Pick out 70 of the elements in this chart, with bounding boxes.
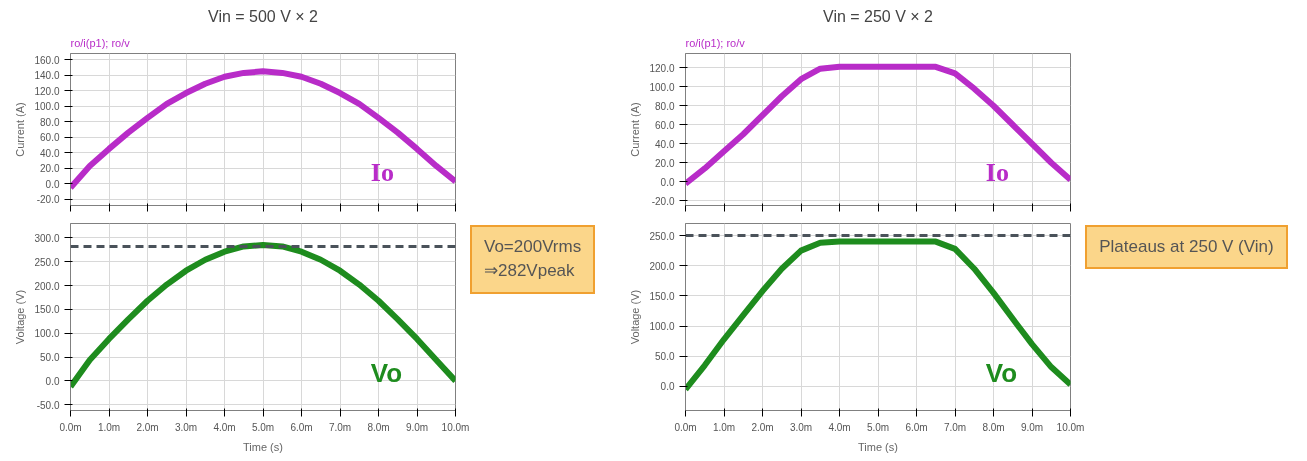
y-tick-label: 100.0: [34, 328, 60, 340]
x-tick-label: 6.0m: [905, 421, 928, 433]
series-label: Io: [985, 158, 1010, 188]
y-tick-label: 60.0: [40, 132, 60, 144]
chart-subtitle: ro/i(p1); ro/v: [685, 36, 746, 49]
x-tick-label: 2.0m: [136, 421, 159, 433]
series-label: Io: [370, 158, 394, 188]
y-tick-label: 50.0: [655, 351, 676, 363]
x-tick-label: 1.0m: [97, 421, 121, 433]
y-tick-label: 20.0: [655, 157, 676, 169]
chart-subtitle: ro/i(p1); ro/v: [70, 36, 131, 49]
chart-title: Vin = 250 V × 2: [823, 7, 934, 25]
series-label: Vo: [985, 358, 1018, 389]
x-tick-label: 1.0m: [713, 421, 736, 433]
x-tick-label: 0.0m: [674, 421, 697, 433]
y-tick-label: 20.0: [40, 163, 60, 175]
y-tick-label: 0.0: [660, 381, 676, 393]
x-tick-label: 7.0m: [944, 421, 967, 433]
x-tick-label: 8.0m: [367, 421, 390, 433]
x-tick-label: 9.0m: [1021, 421, 1044, 433]
y-tick-label: -20.0: [36, 194, 60, 206]
y-axis-title: Current (A): [14, 102, 27, 157]
text: Plateaus at 250 V (Vin): [1099, 236, 1274, 258]
x-tick-label: 6.0m: [290, 421, 313, 433]
x-tick-label: 0.0m: [59, 421, 82, 433]
x-tick-label: 4.0m: [213, 421, 236, 433]
y-tick-label: 40.0: [40, 147, 60, 159]
chart-title: Vin = 500 V × 2: [207, 7, 319, 25]
y-axis-title: Voltage (V): [14, 289, 27, 345]
y-tick-label: 200.0: [649, 260, 676, 272]
x-tick-label: 4.0m: [828, 421, 851, 433]
y-axis-title: Voltage (V): [629, 289, 642, 345]
x-tick-label: 3.0m: [174, 421, 198, 433]
y-tick-label: 100.0: [649, 81, 676, 93]
y-tick-label: 250.0: [649, 230, 676, 242]
y-tick-label: 0.0: [45, 178, 60, 190]
y-tick-label: 150.0: [649, 290, 676, 302]
y-tick-label: 300.0: [34, 232, 60, 244]
y-tick-label: 60.0: [655, 119, 676, 131]
y-tick-label: 100.0: [34, 101, 60, 113]
x-tick-label: 3.0m: [790, 421, 813, 433]
y-axis-title: Current (A): [629, 102, 642, 157]
y-tick-label: 150.0: [34, 304, 60, 316]
y-tick-label: 160.0: [34, 54, 60, 66]
y-tick-label: 80.0: [40, 116, 60, 128]
x-tick-label: 7.0m: [328, 421, 352, 433]
series-label: Vo: [370, 358, 403, 389]
x-tick-label: 8.0m: [982, 421, 1005, 433]
y-tick-label: 50.0: [40, 352, 60, 364]
y-tick-label: 100.0: [649, 321, 676, 333]
y-tick-label: 120.0: [649, 62, 676, 74]
x-tick-label: 10.0m: [1056, 421, 1085, 433]
y-tick-label: 80.0: [655, 100, 676, 112]
y-tick-label: 0.0: [45, 375, 60, 387]
x-tick-label: 10.0m: [441, 421, 470, 433]
x-tick-label: 9.0m: [405, 421, 429, 433]
y-tick-label: 0.0: [660, 176, 676, 188]
y-tick-label: 140.0: [34, 70, 60, 82]
y-tick-label: 250.0: [34, 256, 60, 268]
y-tick-label: 120.0: [34, 85, 60, 97]
x-tick-label: 2.0m: [751, 421, 774, 433]
y-tick-label: -50.0: [36, 399, 60, 411]
text: Vo=200Vrms ⇒282Vpeak: [484, 236, 582, 283]
y-tick-label: -20.0: [651, 195, 676, 207]
x-axis-title: Time (s): [858, 440, 899, 453]
y-tick-label: 200.0: [34, 280, 60, 292]
x-tick-label: 5.0m: [867, 421, 890, 433]
x-tick-label: 5.0m: [251, 421, 275, 433]
y-tick-label: 40.0: [655, 138, 676, 150]
x-axis-title: Time (s): [243, 440, 283, 453]
